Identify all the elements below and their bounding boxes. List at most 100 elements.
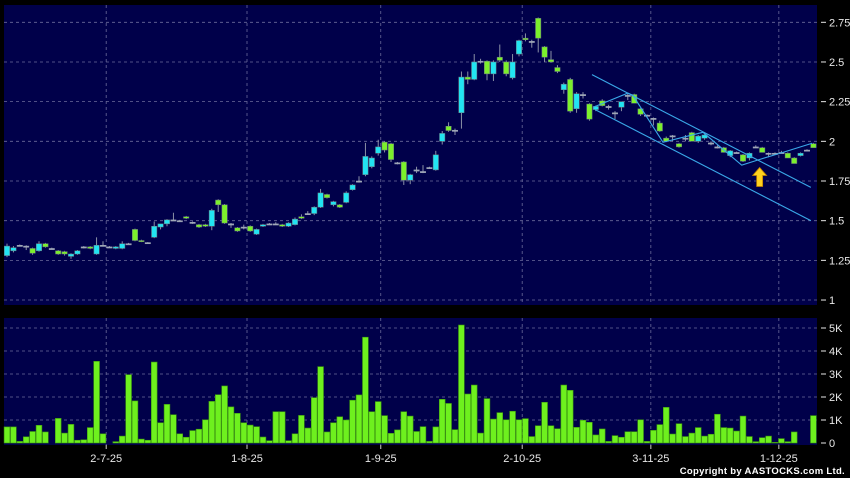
volume-bar: [413, 431, 420, 444]
candle-body: [631, 94, 638, 104]
candle-body: [10, 247, 17, 252]
candle-body: [381, 141, 388, 151]
candle: [791, 157, 798, 164]
candle: [208, 208, 215, 231]
candle: [292, 217, 298, 226]
candle-body: [452, 129, 458, 132]
volume-bar: [662, 407, 670, 444]
candle: [29, 247, 36, 255]
candle-body: [375, 146, 382, 154]
candle-body: [106, 246, 113, 249]
candle: [132, 228, 138, 242]
volume-bar: [515, 419, 523, 444]
volume-bar: [682, 436, 689, 444]
candle-body: [484, 60, 490, 75]
candle-body: [695, 135, 702, 142]
candle-body: [36, 243, 42, 252]
candle: [810, 142, 817, 148]
candle-body: [669, 135, 676, 138]
candle: [420, 165, 426, 174]
candle-body: [676, 143, 682, 148]
candle: [183, 215, 190, 220]
volume-bar: [215, 394, 222, 444]
candle-body: [208, 210, 215, 227]
candle-body: [605, 106, 612, 108]
candle-body: [765, 152, 772, 155]
volume-bar: [234, 413, 241, 444]
candle: [752, 145, 759, 149]
candle: [439, 131, 446, 145]
candle: [682, 134, 689, 142]
candle: [631, 93, 638, 104]
candle-body: [356, 180, 362, 183]
volume-bar: [720, 427, 728, 444]
volume-tick-label: 4K: [829, 346, 843, 358]
candle-body: [285, 222, 292, 227]
candle-body: [253, 229, 260, 235]
candle-body: [144, 242, 151, 245]
candle: [176, 219, 183, 223]
candlesticks: [4, 17, 817, 259]
candle: [221, 204, 228, 224]
candle-body: [445, 125, 452, 131]
volume-bar: [573, 427, 580, 444]
volume-bar: [438, 398, 446, 444]
volume-bar: [221, 385, 228, 444]
candle: [106, 246, 113, 249]
volume-bar: [669, 433, 676, 444]
candle: [695, 134, 702, 143]
volume-bar: [694, 427, 702, 444]
candle: [484, 60, 490, 81]
candle-body: [330, 201, 337, 206]
candle: [298, 214, 305, 220]
up-arrow-icon: [751, 166, 768, 187]
volume-bar: [54, 418, 62, 444]
candle-body: [541, 46, 548, 58]
candle: [311, 206, 318, 216]
candle-body: [215, 199, 222, 206]
volume-bar: [579, 419, 587, 444]
candle-body: [183, 216, 190, 219]
candle: [4, 243, 10, 258]
candle-body: [752, 146, 759, 149]
volume-bar: [752, 441, 760, 444]
trend-annotations: [591, 74, 813, 222]
volume-bar: [195, 428, 203, 444]
candle: [362, 142, 369, 177]
volume-bar: [477, 432, 484, 444]
candle: [797, 152, 804, 157]
volume-bar: [790, 431, 798, 444]
volume-bar: [138, 438, 145, 444]
volume-bar: [3, 426, 11, 444]
volume-bar: [701, 435, 708, 444]
candle: [87, 246, 94, 250]
volume-bar: [470, 384, 478, 444]
volume-bar: [675, 423, 683, 444]
candle-body: [16, 245, 23, 247]
candle: [740, 154, 746, 162]
volume-bar: [502, 419, 510, 444]
gridlines: [4, 5, 817, 445]
volume-bar: [183, 436, 190, 444]
volume-bar: [426, 441, 433, 444]
candle-body: [311, 206, 318, 214]
candle-body: [612, 112, 618, 115]
candle-body: [528, 41, 535, 43]
volume-bar: [317, 366, 324, 444]
volume-bar: [650, 430, 657, 444]
candle-body: [266, 223, 273, 226]
candle: [464, 71, 471, 85]
candle: [471, 54, 478, 81]
candle-body: [362, 156, 369, 175]
candle: [324, 193, 330, 199]
candle: [688, 131, 695, 142]
price-tick-label: 2: [829, 136, 835, 148]
volume-tick-label: 1K: [829, 415, 843, 427]
candle-body: [784, 152, 791, 159]
volume-bar: [714, 413, 721, 444]
volume-bar: [394, 429, 401, 444]
volume-bar: [598, 428, 606, 444]
volume-bar: [163, 404, 171, 444]
volume-bar: [208, 401, 215, 444]
candle-body: [567, 79, 574, 112]
